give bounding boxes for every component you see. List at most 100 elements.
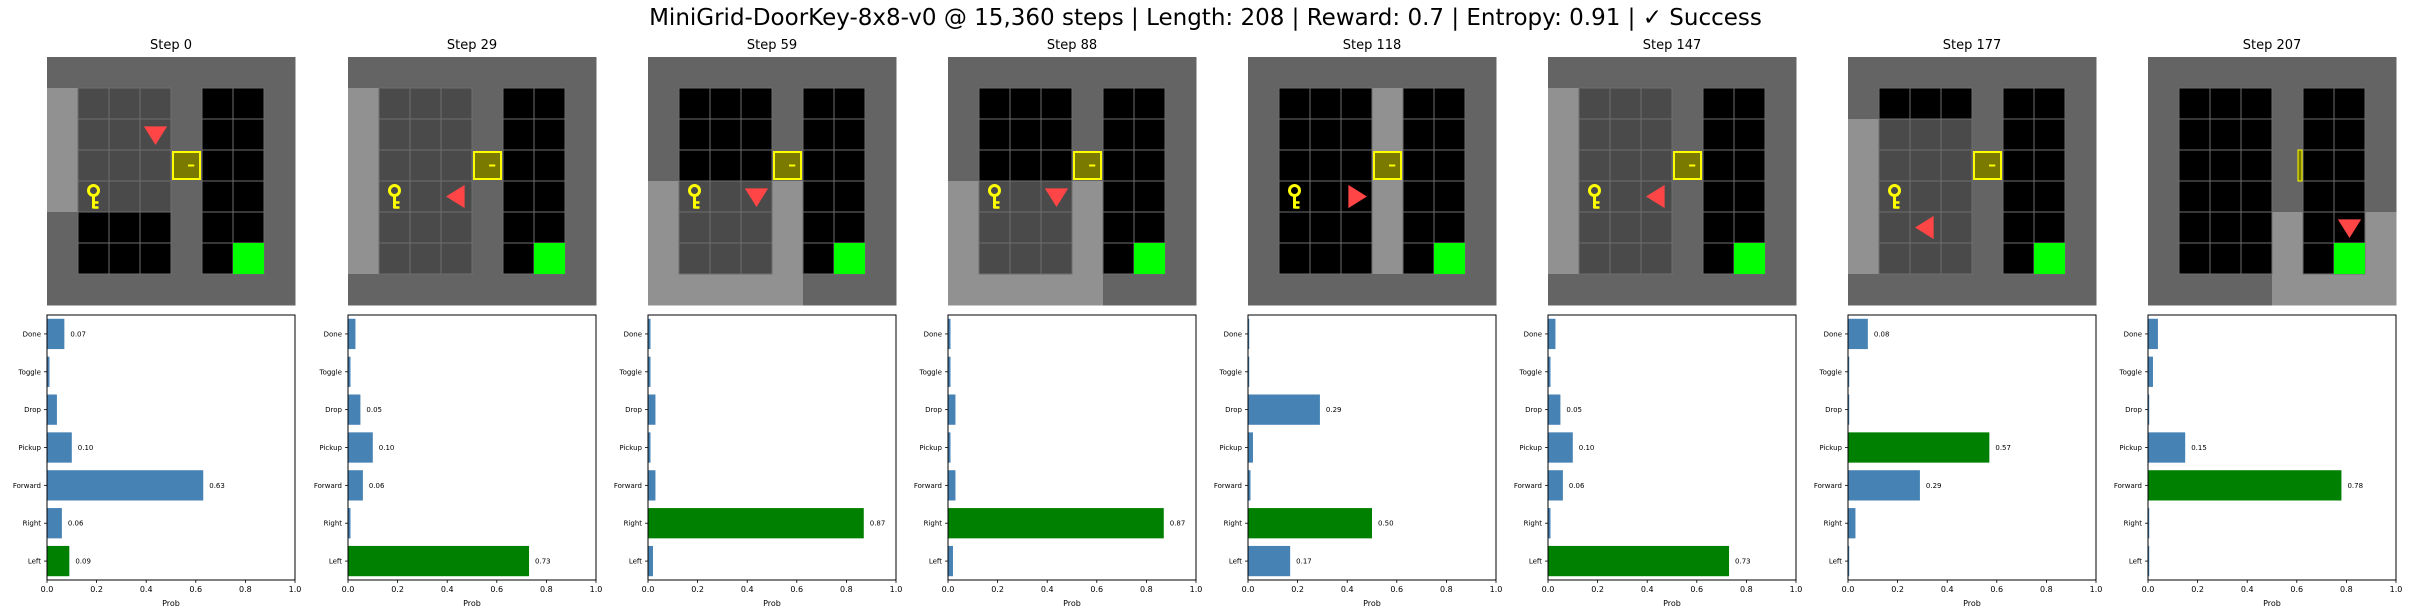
bar-forward (348, 470, 363, 501)
wall-cell (472, 243, 504, 275)
ytick-label: Pickup (1819, 444, 1842, 452)
remembered-cell (379, 150, 410, 181)
wall-cell (2210, 274, 2242, 306)
wall-cell (171, 88, 203, 120)
ytick-label: Forward (1514, 482, 1542, 490)
door-icon (473, 151, 502, 180)
agent-icon (446, 184, 465, 209)
wall-cell (834, 57, 866, 89)
grid-line (2240, 242, 2273, 275)
wall-cell (171, 119, 203, 151)
floor-cell (1703, 119, 1735, 151)
wall-cell (410, 274, 442, 306)
wall-cell (264, 243, 296, 275)
wall-cell (772, 243, 804, 275)
remembered-cell (441, 150, 472, 181)
floor-cell (2003, 243, 2035, 275)
wall-cell (264, 57, 296, 89)
wall-cell (979, 274, 1011, 306)
floor-cell (834, 181, 866, 213)
ytick-label: Toggle (918, 368, 942, 376)
goal-icon (1134, 243, 1165, 274)
wall-cell (379, 57, 411, 89)
xtick-label: 0.0 (1842, 585, 1855, 594)
remembered-cell (109, 119, 140, 150)
floor-cell (1310, 243, 1342, 275)
value-label: 0.73 (1735, 558, 1751, 566)
wall-cell (202, 274, 234, 306)
floor-cell (1134, 181, 1166, 213)
ytick-label: Pickup (18, 444, 41, 452)
bar-toggle (1248, 356, 1250, 387)
ytick-label: Forward (1814, 482, 1842, 490)
panel-2: Step 59 Left Right 0.87 Forward Pickup Drop Tog… (614, 38, 903, 608)
wall-cell (2365, 274, 2397, 306)
bar-chart: Left Right 0.87 Forward Pickup Drop Toggle Done… (914, 314, 1202, 608)
panel-1: Step 29 Left 0.73 Right Forward 0.06 Pickup 0.1… (314, 38, 603, 608)
xtick-label: 0.8 (1740, 585, 1753, 594)
wall-cell (1672, 243, 1704, 275)
xtick-label: 0.2 (1891, 585, 1904, 594)
ytick-label: Left (329, 558, 342, 566)
floor-cell (503, 181, 535, 213)
wall-cell (2210, 57, 2242, 89)
value-label: 0.10 (78, 444, 94, 452)
wall-cell (1248, 57, 1280, 89)
wall-cell (648, 119, 680, 151)
wall-cell (2065, 57, 2097, 89)
wall-cell (503, 57, 535, 89)
bar-drop (1548, 394, 1561, 425)
wall-cell (1372, 212, 1404, 244)
bar-drop (948, 394, 956, 425)
bar-forward (1248, 470, 1251, 501)
panel-6: Step 177 Left Right Forward 0.29 Pickup 0.57 Dr… (1814, 38, 2103, 608)
xtick-label: 0.4 (1941, 585, 1954, 594)
value-label: 0.29 (1926, 482, 1942, 490)
wall-cell (1848, 181, 1880, 213)
ytick-label: Done (2124, 330, 2142, 338)
xtick-label: 0.8 (540, 585, 553, 594)
floor-cell (2241, 243, 2273, 275)
remembered-cell (1041, 243, 1072, 274)
remembered-cell (1610, 88, 1641, 119)
xtick-label: 0.2 (391, 585, 404, 594)
wall-cell (47, 274, 79, 306)
ytick-label: Left (28, 558, 41, 566)
ytick-label: Drop (1525, 406, 1542, 414)
bar-toggle (2148, 356, 2153, 387)
wall-cell (865, 88, 897, 120)
wall-cell (47, 119, 79, 151)
ytick-label: Pickup (319, 444, 342, 452)
remembered-cell (140, 150, 171, 181)
bar-forward (1848, 470, 1920, 501)
floor-cell (2003, 88, 2035, 120)
bar-drop (1848, 394, 1850, 425)
wall-cell (741, 57, 773, 89)
ytick-label: Forward (13, 482, 41, 490)
wall-cell (2272, 212, 2304, 244)
wall-cell (2065, 181, 2097, 213)
ytick-label: Left (1829, 558, 1842, 566)
floor-cell (2179, 181, 2211, 213)
wall-cell (2065, 212, 2097, 244)
xtick-label: 0.0 (41, 585, 54, 594)
wall-cell (1548, 212, 1580, 244)
floor-cell (78, 243, 110, 275)
wall-cell (348, 274, 380, 306)
floor-cell (202, 150, 234, 182)
remembered-cell (1641, 88, 1672, 119)
wall-cell (948, 119, 980, 151)
xtick-label: 0.6 (2290, 585, 2303, 594)
door-icon (1373, 151, 1402, 180)
ytick-label: Done (324, 330, 342, 338)
wall-cell (865, 119, 897, 151)
remembered-cell (979, 212, 1010, 243)
bar-pickup (47, 432, 72, 463)
ytick-label: Done (1824, 330, 1842, 338)
wall-cell (2272, 119, 2304, 151)
wall-cell (1248, 243, 1280, 275)
bar-right (47, 508, 62, 539)
value-label: 0.63 (209, 482, 225, 490)
floor-cell (2303, 119, 2335, 151)
